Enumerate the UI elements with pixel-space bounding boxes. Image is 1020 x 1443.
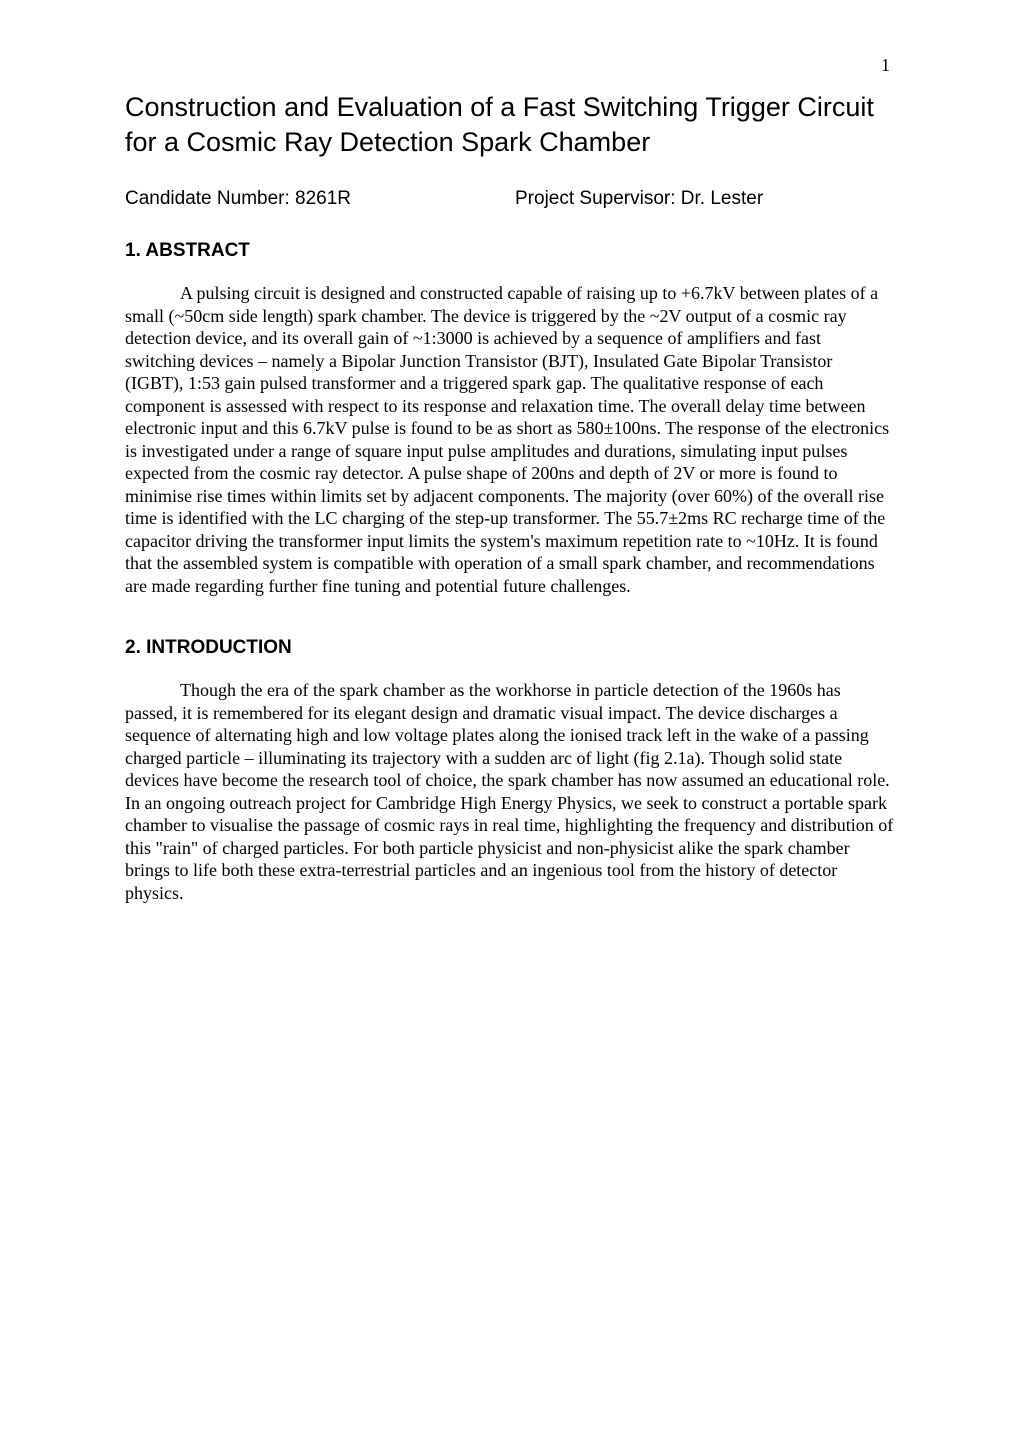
introduction-body: Though the era of the spark chamber as t… (125, 679, 895, 904)
document-title: Construction and Evaluation of a Fast Sw… (125, 90, 895, 160)
abstract-body: A pulsing circuit is designed and constr… (125, 282, 895, 597)
byline-row: Candidate Number: 8261R Project Supervis… (125, 188, 895, 210)
candidate-number: Candidate Number: 8261R (125, 188, 505, 210)
project-supervisor: Project Supervisor: Dr. Lester (505, 188, 895, 210)
page-number: 1 (881, 55, 890, 76)
section-heading-abstract: 1. ABSTRACT (125, 240, 895, 262)
section-heading-introduction: 2. INTRODUCTION (125, 637, 895, 659)
